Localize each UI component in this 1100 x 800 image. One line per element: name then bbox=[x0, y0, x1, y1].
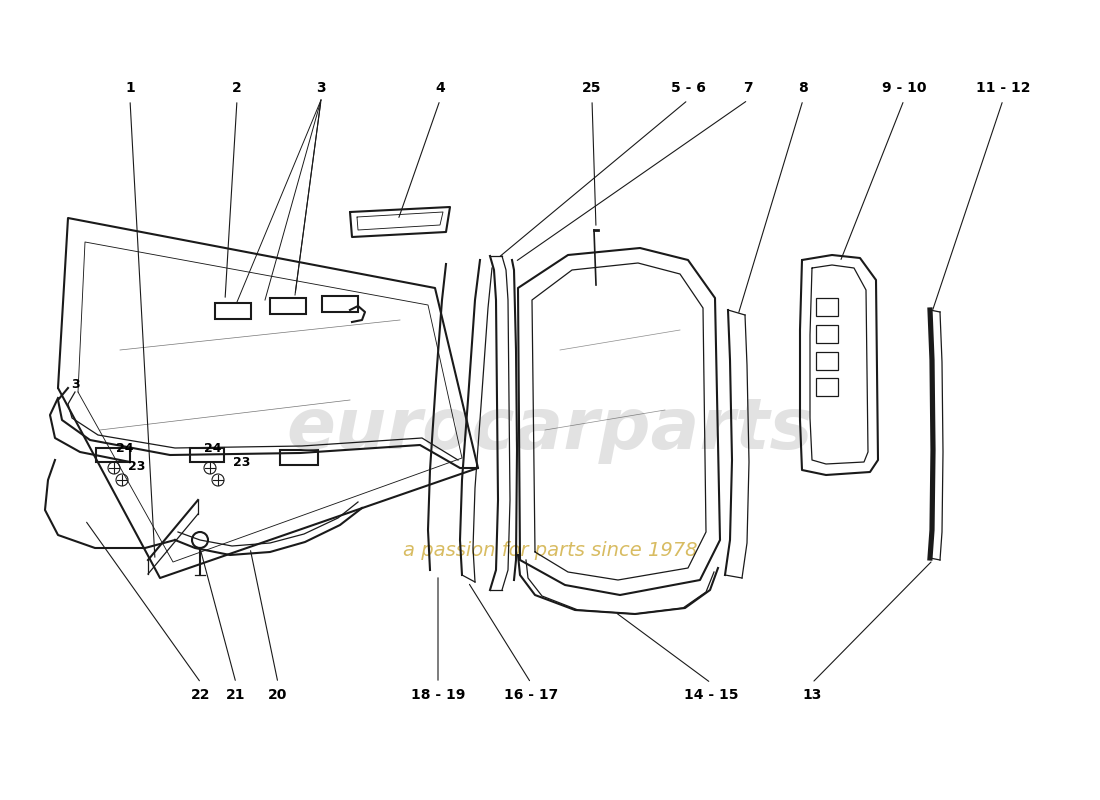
Bar bbox=[816, 352, 838, 370]
Text: 22: 22 bbox=[191, 688, 211, 702]
Bar bbox=[270, 298, 306, 314]
Bar bbox=[816, 298, 838, 316]
Text: 14 - 15: 14 - 15 bbox=[684, 688, 738, 702]
Bar bbox=[96, 448, 130, 462]
Text: 5 - 6: 5 - 6 bbox=[671, 81, 705, 95]
Bar bbox=[280, 450, 318, 465]
Text: 16 - 17: 16 - 17 bbox=[504, 688, 558, 702]
Text: eurocarparts: eurocarparts bbox=[287, 395, 813, 465]
Text: 21: 21 bbox=[227, 688, 245, 702]
Bar bbox=[190, 448, 224, 462]
Text: 24: 24 bbox=[117, 442, 134, 454]
Text: 9 - 10: 9 - 10 bbox=[882, 81, 926, 95]
Bar bbox=[816, 378, 838, 396]
Text: 23: 23 bbox=[233, 455, 251, 469]
Bar bbox=[214, 303, 251, 319]
Text: 4: 4 bbox=[436, 81, 444, 95]
Text: 8: 8 bbox=[799, 81, 807, 95]
Text: 11 - 12: 11 - 12 bbox=[976, 81, 1031, 95]
Text: 18 - 19: 18 - 19 bbox=[410, 688, 465, 702]
Text: 3: 3 bbox=[70, 378, 79, 391]
Text: 20: 20 bbox=[268, 688, 288, 702]
Bar bbox=[322, 296, 358, 312]
Text: 23: 23 bbox=[129, 461, 145, 474]
Text: 13: 13 bbox=[802, 688, 822, 702]
Bar bbox=[816, 325, 838, 343]
Text: 2: 2 bbox=[232, 81, 242, 95]
Text: 1: 1 bbox=[125, 81, 135, 95]
Text: 7: 7 bbox=[744, 81, 752, 95]
Text: 24: 24 bbox=[205, 442, 222, 454]
Text: 25: 25 bbox=[582, 81, 602, 95]
Text: 3: 3 bbox=[316, 81, 326, 95]
Text: a passion for parts since 1978: a passion for parts since 1978 bbox=[403, 541, 697, 559]
